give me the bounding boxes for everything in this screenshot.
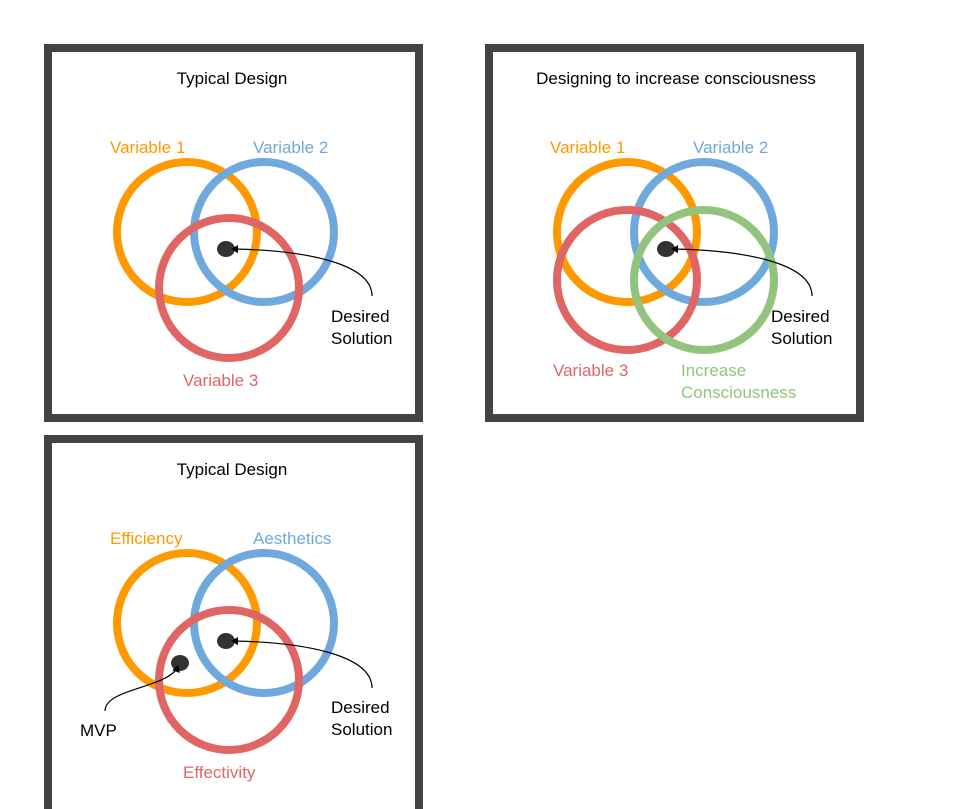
circle-increase-consciousness	[630, 206, 778, 354]
desired-solution-leader-line	[231, 637, 373, 689]
label-aesthetics: Aesthetics	[253, 529, 331, 548]
desired-solution-dot	[217, 633, 235, 649]
panel-typical-design-mvp: Typical Design Efficiency Aesthetics Eff…	[44, 435, 423, 809]
label-variable-3: Variable 3	[183, 371, 258, 390]
desired-solution-dot	[657, 241, 675, 257]
panel-typical-design: Typical Design Variable 1 Variable 2 Var…	[44, 44, 423, 422]
panel-designing-to-increase-consciousness: Designing to increase consciousness Vari…	[485, 44, 864, 422]
panel-1-frame	[44, 44, 423, 422]
desired-solution-label-line1: Desired	[331, 307, 390, 326]
label-increase-consciousness-line1: Increase	[681, 361, 746, 380]
label-increase-consciousness-line2: Consciousness	[681, 383, 796, 402]
circle-variable-3	[155, 214, 303, 362]
circle-variable-2	[630, 158, 778, 306]
desired-solution-label-line2: Solution	[331, 720, 392, 739]
label-efficiency: Efficiency	[110, 529, 183, 548]
label-variable-2: Variable 2	[253, 138, 328, 157]
circle-variable-1	[553, 158, 701, 306]
mvp-dot	[171, 655, 189, 671]
desired-solution-label-line1: Desired	[771, 307, 830, 326]
desired-solution-label-line1: Desired	[331, 698, 390, 717]
circle-variable-2	[190, 158, 338, 306]
mvp-label: MVP	[80, 721, 117, 740]
panel-3-frame	[44, 435, 423, 809]
label-variable-2: Variable 2	[693, 138, 768, 157]
panel-1-title: Typical Design	[177, 69, 288, 88]
panel-3-title: Typical Design	[177, 460, 288, 479]
desired-solution-leader-line	[231, 245, 373, 297]
label-effectivity: Effectivity	[183, 763, 256, 782]
panel-2-title: Designing to increase consciousness	[536, 69, 816, 88]
desired-solution-label-line2: Solution	[771, 329, 832, 348]
circle-variable-1	[113, 158, 261, 306]
desired-solution-label-line2: Solution	[331, 329, 392, 348]
panel-2-frame	[485, 44, 864, 422]
label-variable-1: Variable 1	[110, 138, 185, 157]
mvp-leader-line	[104, 665, 180, 712]
label-variable-3: Variable 3	[553, 361, 628, 380]
desired-solution-leader-line	[671, 245, 813, 297]
circle-efficiency	[113, 549, 261, 697]
label-variable-1: Variable 1	[550, 138, 625, 157]
circle-effectivity	[155, 606, 303, 754]
desired-solution-dot	[217, 241, 235, 257]
circle-variable-3	[553, 206, 701, 354]
